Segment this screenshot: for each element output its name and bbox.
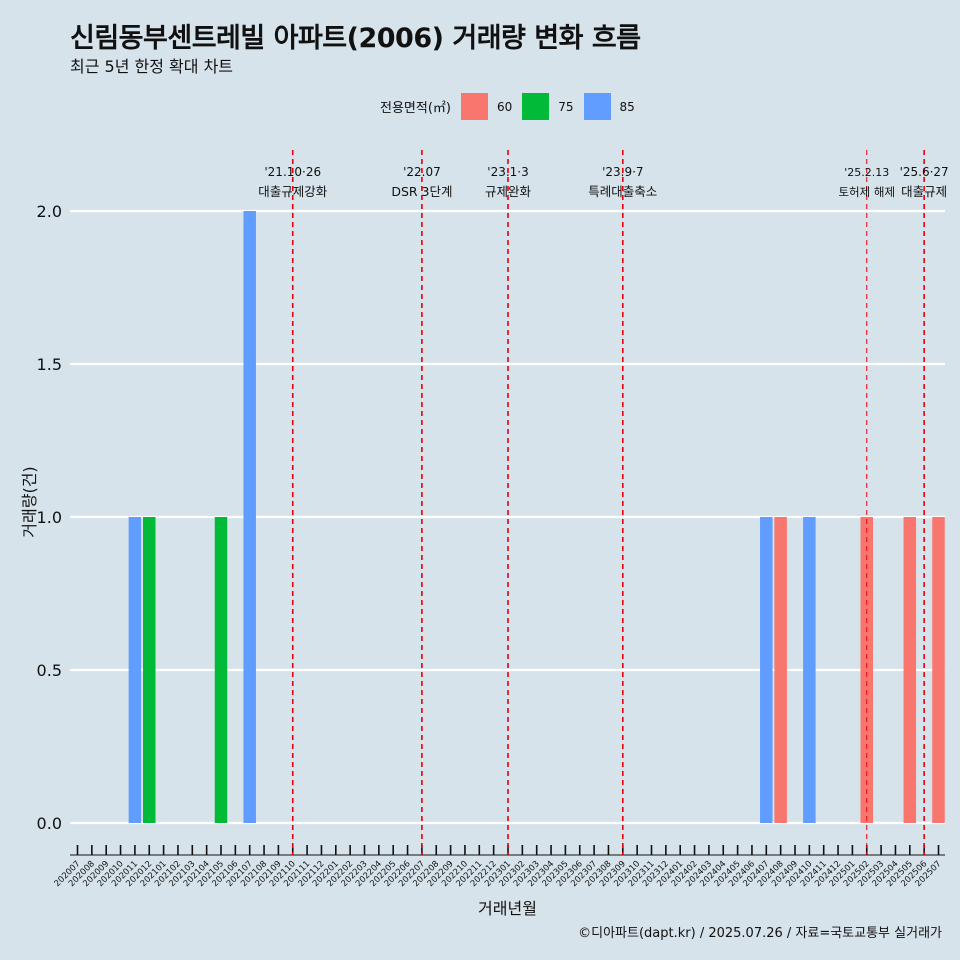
- bar-60-202507: [932, 517, 945, 823]
- chart-title: 신림동부센트레빌 아파트(2006) 거래량 변화 흐름: [70, 23, 641, 54]
- annotation-label: DSR 3단계: [391, 184, 452, 199]
- annotation-label: 규제완화: [485, 184, 532, 199]
- bar-60-202505: [903, 517, 917, 823]
- annotation-date: '23.9·7: [602, 165, 643, 179]
- bar-85-202011: [128, 517, 142, 823]
- annotation-label: 대출규제강화: [258, 184, 328, 199]
- legend-swatch-85: [583, 93, 611, 120]
- legend-item-60: 60: [460, 93, 513, 120]
- y-tick-label: 1.5: [37, 355, 62, 374]
- annotation-date: '25.6·27: [900, 165, 949, 179]
- legend-label-75: 75: [558, 99, 574, 114]
- legend-item-85: 85: [583, 93, 635, 120]
- bar-75-202105: [214, 517, 228, 823]
- legend-label-85: 85: [619, 99, 635, 114]
- legend-title: 전용면적(㎡): [380, 101, 451, 116]
- bar-60-202408: [774, 517, 787, 823]
- legend: 전용면적(㎡) 60 75 85: [380, 93, 639, 120]
- y-tick-label: 2.0: [37, 202, 62, 221]
- legend-label-60: 60: [496, 99, 513, 114]
- y-axis-title: 거래량(건): [20, 466, 39, 537]
- legend-item-75: 75: [522, 93, 574, 120]
- bar-75-202012: [143, 517, 156, 823]
- y-tick-label: 1.0: [37, 508, 62, 527]
- annotation-date: '21.10·26: [264, 165, 321, 179]
- bar-85-202107: [243, 211, 256, 823]
- annotation-date: '22.07: [403, 165, 441, 179]
- annotation-label: 토허제 해제: [838, 185, 895, 199]
- y-tick-label: 0.5: [37, 661, 62, 680]
- bar-85-202407: [760, 517, 773, 823]
- bar-60-202502: [860, 517, 873, 823]
- annotation-date: '23.1·3: [487, 165, 528, 179]
- y-tick-label: 0.0: [37, 814, 62, 833]
- bar-85-202410: [803, 517, 816, 823]
- annotation-date: '25.2.13: [844, 166, 889, 179]
- x-axis-title: 거래년월: [478, 899, 537, 918]
- source-caption: ©디아파트(dapt.kr) / 2025.07.26 / 자료=국토교통부 실…: [578, 926, 942, 941]
- legend-swatch-75: [522, 93, 550, 120]
- annotation-label: 대출규제: [901, 184, 947, 199]
- legend-swatch-60: [460, 93, 488, 120]
- annotation-label: 특례대출축소: [588, 184, 657, 199]
- chart-subtitle: 최근 5년 한정 확대 차트: [70, 57, 234, 76]
